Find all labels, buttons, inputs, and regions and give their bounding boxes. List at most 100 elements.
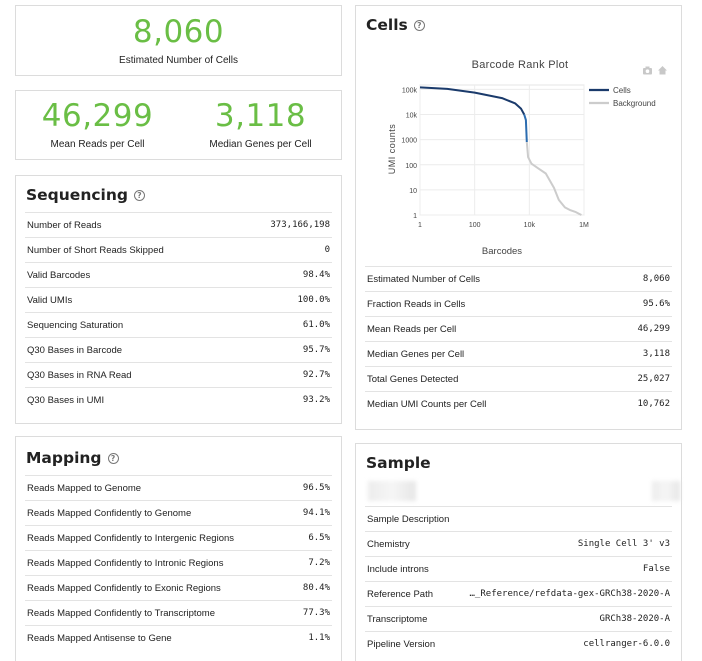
table-row: Q30 Bases in Barcode 95.7%: [25, 337, 332, 362]
estimated-cells-label: Estimated Number of Cells: [119, 55, 238, 66]
metric-value: 373,166,198: [270, 220, 330, 230]
table-row: Reads Mapped to Genome 96.5%: [25, 475, 332, 500]
home-icon[interactable]: [658, 66, 667, 75]
metric-label: Median UMI Counts per Cell: [367, 398, 487, 410]
y-tick-label: 1000: [401, 138, 417, 145]
x-tick-label: 1: [418, 222, 422, 229]
y-tick-label: 10k: [406, 113, 418, 120]
metric-label: Reads Mapped Confidently to Exonic Regio…: [27, 582, 221, 594]
table-row: Include introns False: [365, 556, 672, 581]
metric-label: Q30 Bases in Barcode: [27, 344, 123, 356]
metric-label: Transcriptome: [367, 613, 428, 625]
table-row: Reads Mapped Confidently to Genome 94.1%: [25, 500, 332, 525]
table-row: Number of Reads 373,166,198: [25, 212, 332, 237]
table-row: Sample Description: [365, 506, 672, 531]
help-icon[interactable]: ?: [413, 19, 425, 31]
table-row: Median Genes per Cell 3,118: [365, 341, 672, 366]
metric-value: 46,299: [637, 324, 670, 334]
table-row: Mean Reads per Cell 46,299: [365, 316, 672, 341]
median-genes-label: Median Genes per Cell: [209, 139, 312, 150]
series-line: [419, 86, 526, 115]
reads-genes-card: 46,299 Mean Reads per Cell 3,118 Median …: [15, 90, 342, 160]
y-tick-label: 10: [409, 188, 417, 195]
metric-label: Chemistry: [367, 538, 410, 550]
sequencing-table: Number of Reads 373,166,198 Number of Shor…: [25, 212, 332, 412]
metric-value: False: [642, 564, 670, 574]
help-icon[interactable]: ?: [107, 452, 119, 464]
metric-value: 6.5%: [308, 533, 330, 543]
metric-value: 94.1%: [302, 508, 330, 518]
mapping-table: Reads Mapped to Genome 96.5% Reads Mapped …: [25, 475, 332, 650]
sequencing-card: Sequencing ? Number of Reads 373,166,198 N…: [15, 175, 342, 424]
cells-title: Cells: [366, 16, 408, 34]
sequencing-title-wrap: Sequencing ?: [26, 186, 145, 204]
metric-label: Mean Reads per Cell: [367, 323, 457, 335]
legend-label: Cells: [613, 86, 631, 95]
y-tick-label: 100k: [402, 87, 418, 94]
metric-label: Reads Mapped Confidently to Transcriptom…: [27, 607, 215, 619]
help-icon[interactable]: ?: [133, 189, 145, 201]
estimated-cells-value: 8,060: [132, 14, 225, 50]
x-tick-label: 10k: [524, 222, 536, 229]
table-row: Reads Mapped Confidently to Intronic Reg…: [25, 550, 332, 575]
plot-series: [419, 86, 582, 216]
metric-value: 100.0%: [297, 295, 330, 305]
cells-title-wrap: Cells ?: [366, 16, 425, 34]
metric-label: Reads Mapped Confidently to Intergenic R…: [27, 532, 235, 544]
metric-label: Total Genes Detected: [367, 373, 459, 385]
metric-label: Reads Mapped Confidently to Genome: [27, 507, 192, 519]
plot-grid: [419, 84, 585, 216]
table-row: Reference Path …_Reference/refdata-gex-GR…: [365, 581, 672, 606]
plot-axes: 1 10 100 1000 10k 100k 1 100 10k 1M: [401, 87, 589, 229]
table-row: Reads Mapped Antisense to Gene 1.1%: [25, 625, 332, 650]
metric-value: 0: [324, 245, 330, 255]
metric-label: Reference Path: [367, 588, 434, 600]
table-row: Reads Mapped Confidently to Intergenic R…: [25, 525, 332, 550]
camera-icon[interactable]: [643, 66, 652, 75]
metric-label: Valid UMIs: [27, 294, 73, 306]
sample-card: Sample Sample Description Chemistry Single…: [355, 443, 682, 661]
sample-table: Sample Description Chemistry Single Cell 3…: [365, 506, 672, 656]
metric-label: Median Genes per Cell: [367, 348, 465, 360]
legend-label: Background: [613, 99, 656, 108]
metric-value: Single Cell 3' v3: [577, 539, 670, 549]
metric-value: …_Reference/refdata-gex-GRCh38-2020-A: [469, 589, 670, 599]
table-row: Transcriptome GRCh38-2020-A: [365, 606, 672, 631]
x-tick-label: 1M: [579, 222, 589, 229]
x-tick-label: 100: [469, 222, 481, 229]
metric-value: 77.3%: [302, 608, 330, 618]
metric-value: 7.2%: [308, 558, 330, 568]
table-row: Median UMI Counts per Cell 10,762: [365, 391, 672, 416]
redacted-sample-id-value: [652, 481, 680, 501]
metric-value: 8,060: [642, 274, 670, 284]
plot-legend[interactable]: Cells Background: [589, 86, 656, 108]
metric-value: GRCh38-2020-A: [599, 614, 670, 624]
metric-value: 1.1%: [308, 633, 330, 643]
table-row: Reads Mapped Confidently to Exonic Regio…: [25, 575, 332, 600]
redacted-sample-id: [368, 481, 416, 501]
metric-label: Sequencing Saturation: [27, 319, 124, 331]
series-line: [525, 142, 582, 216]
mean-reads-label: Mean Reads per Cell: [50, 139, 145, 150]
table-row: Q30 Bases in RNA Read 92.7%: [25, 362, 332, 387]
cells-card: Cells ? Barcode Rank Plot 1 10 100 1000 10k 1…: [355, 5, 682, 430]
table-row: Estimated Number of Cells 8,060: [365, 266, 672, 291]
metric-label: Reads Mapped to Genome: [27, 482, 142, 494]
table-row: Q30 Bases in UMI 93.2%: [25, 387, 332, 412]
metric-value: 95.7%: [302, 345, 330, 355]
table-row: Valid Barcodes 98.4%: [25, 262, 332, 287]
metric-label: Fraction Reads in Cells: [367, 298, 466, 310]
metric-value: 93.2%: [302, 395, 330, 405]
estimated-cells-card: 8,060 Estimated Number of Cells: [15, 5, 342, 76]
mapping-card: Mapping ? Reads Mapped to Genome 96.5% Rea…: [15, 436, 342, 661]
metric-label: Q30 Bases in UMI: [27, 394, 105, 406]
table-row: Total Genes Detected 25,027: [365, 366, 672, 391]
table-row: Pipeline Version cellranger-6.0.0: [365, 631, 672, 656]
table-row: Valid UMIs 100.0%: [25, 287, 332, 312]
y-tick-label: 100: [405, 163, 417, 170]
metric-value: 80.4%: [302, 583, 330, 593]
series-line: [523, 114, 528, 143]
mean-reads-value: 46,299: [41, 98, 154, 134]
x-axis-label: Barcodes: [482, 246, 522, 257]
